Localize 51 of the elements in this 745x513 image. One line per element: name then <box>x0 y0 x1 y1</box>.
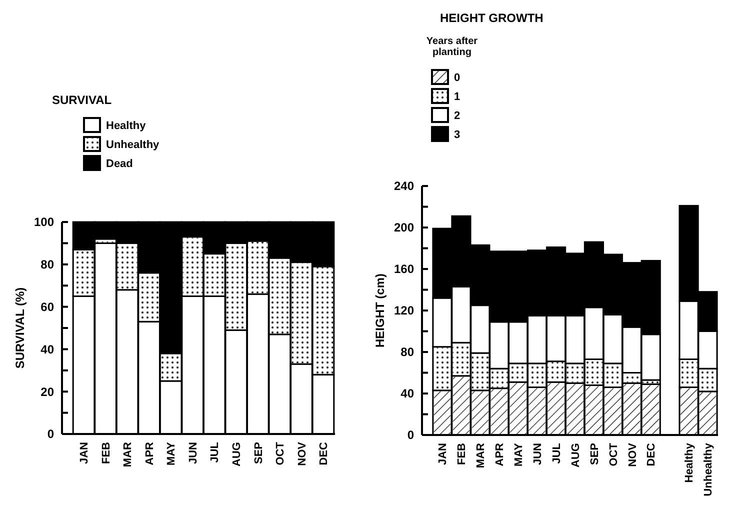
y-tick-label: 20 <box>40 384 54 399</box>
y-tick-label: 80 <box>40 258 54 272</box>
legend-label: 0 <box>454 72 460 84</box>
y-tick-label: 0 <box>47 427 54 442</box>
x-tick-label: DEC <box>318 442 330 466</box>
x-tick-label: OCT <box>274 442 287 466</box>
legend-label: Dead <box>106 158 133 170</box>
y-axis-title: HEIGHT (cm) <box>373 273 387 348</box>
x-tick-label: Unhealthy <box>702 442 715 496</box>
y-tick-label: 40 <box>40 342 54 356</box>
y-tick-label: 200 <box>394 220 414 235</box>
x-tick-label: OCT <box>608 442 620 466</box>
legend-label: 3 <box>454 129 460 141</box>
x-tick-label: AUG <box>231 442 244 466</box>
y-tick-label: 80 <box>400 345 414 360</box>
x-tick-label: FEB <box>100 442 112 464</box>
chart-title: HEIGHT GROWTH <box>440 11 544 25</box>
x-tick-label: DEC <box>646 442 658 466</box>
x-tick-label: MAY <box>166 441 178 466</box>
legend-label: Unhealthy <box>106 139 160 151</box>
x-tick-label: JUL <box>550 442 563 464</box>
y-tick-label: 160 <box>394 262 414 276</box>
x-tick-label: JUN <box>187 442 200 464</box>
y-tick-label: 240 <box>394 179 414 194</box>
y-tick-label: 120 <box>394 304 414 318</box>
x-tick-label: APR <box>144 442 156 466</box>
x-tick-label: SEP <box>252 442 265 464</box>
y-axis-title: SURVIVAL (%) <box>13 287 27 369</box>
x-tick-label: AUG <box>570 443 582 468</box>
legend-title: Years after planting <box>426 36 478 58</box>
legend-label: Healthy <box>106 120 147 132</box>
y-tick-label: 100 <box>34 215 54 230</box>
y-tick-label: 60 <box>40 300 54 314</box>
x-tick-label: SEP <box>588 443 601 466</box>
x-tick-label: MAR <box>122 442 134 468</box>
x-tick-label: Healthy <box>684 442 696 483</box>
legend-label: 1 <box>454 91 460 103</box>
y-tick-label: 0 <box>407 428 414 442</box>
chart-title: SURVIVAL <box>52 93 112 107</box>
legend-label: 2 <box>454 110 460 122</box>
x-tick-label: JUN <box>532 442 544 466</box>
x-tick-label: FEB <box>456 442 468 465</box>
y-tick-label: 40 <box>400 386 414 401</box>
x-tick-label: JAN <box>78 442 91 464</box>
x-tick-label: NOV <box>626 442 639 467</box>
x-tick-label: APR <box>494 442 506 466</box>
x-tick-label: NOV <box>296 441 308 466</box>
x-tick-label: JAN <box>437 442 450 466</box>
x-tick-label: JUL <box>209 442 222 463</box>
x-tick-label: MAR <box>475 442 488 468</box>
x-tick-label: MAY <box>512 442 525 466</box>
